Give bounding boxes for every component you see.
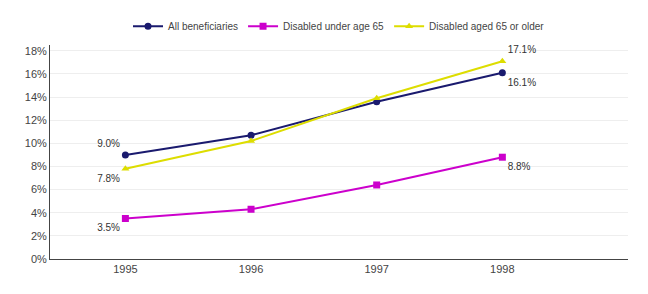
svg-text:0%: 0% [31,253,47,265]
svg-text:Disabled under age 65: Disabled under age 65 [283,21,384,32]
svg-text:Disabled aged 65 or older: Disabled aged 65 or older [429,21,544,32]
svg-text:2%: 2% [31,230,47,242]
svg-text:16.1%: 16.1% [508,77,536,88]
svg-text:7.8%: 7.8% [97,173,120,184]
svg-text:6%: 6% [31,183,47,195]
svg-text:16%: 16% [25,68,47,80]
svg-text:1997: 1997 [364,263,388,275]
svg-text:8.8%: 8.8% [508,161,531,172]
svg-text:10%: 10% [25,137,47,149]
svg-text:1995: 1995 [113,263,137,275]
svg-text:17.1%: 17.1% [508,44,536,55]
svg-text:All beneficiaries: All beneficiaries [168,21,238,32]
svg-text:3.5%: 3.5% [97,222,120,233]
svg-text:1998: 1998 [490,263,514,275]
svg-text:8%: 8% [31,160,47,172]
svg-text:12%: 12% [25,114,47,126]
svg-text:1996: 1996 [239,263,263,275]
svg-text:18%: 18% [25,45,47,57]
svg-text:9.0%: 9.0% [97,138,120,149]
svg-text:14%: 14% [25,91,47,103]
svg-text:4%: 4% [31,207,47,219]
